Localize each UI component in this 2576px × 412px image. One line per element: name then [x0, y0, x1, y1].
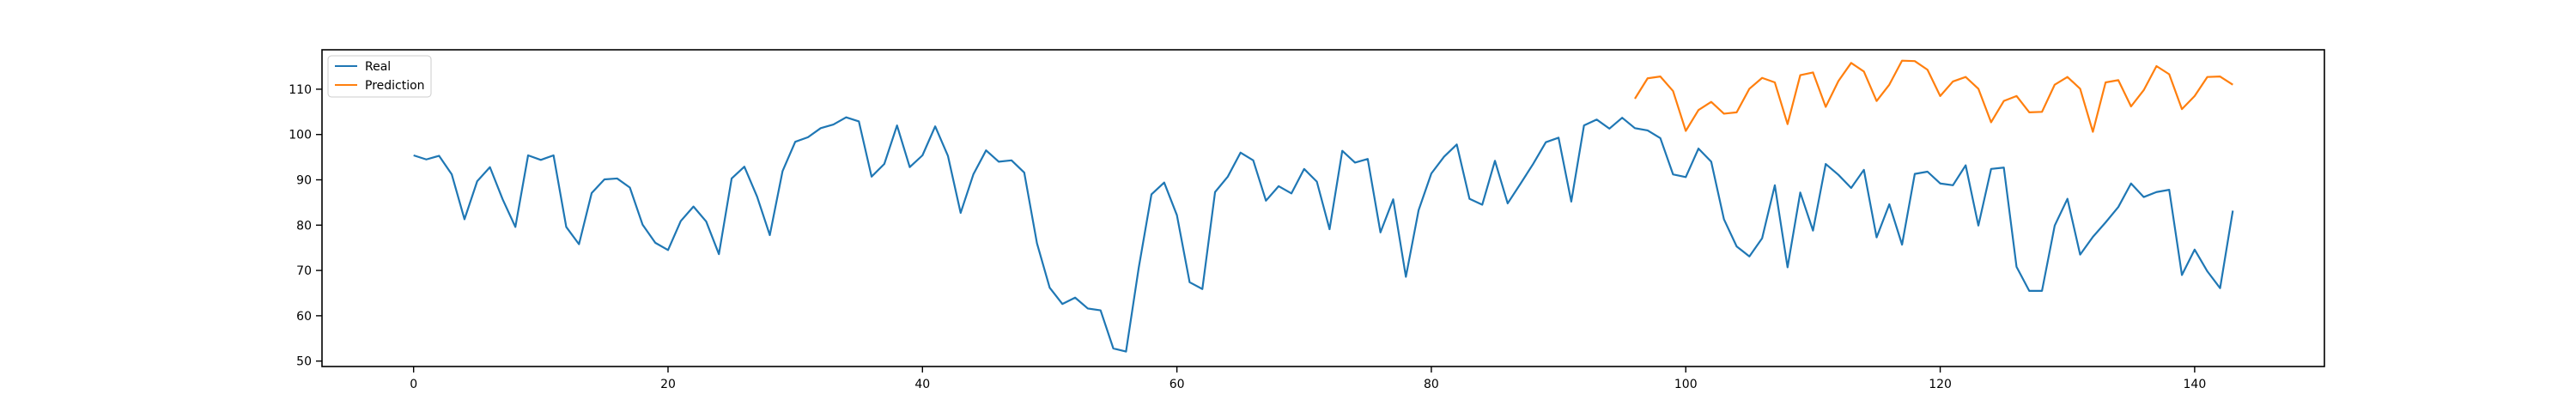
y-tick-label: 90 [296, 174, 312, 188]
y-tick-label: 100 [289, 129, 312, 142]
y-tick-label: 60 [296, 310, 312, 324]
x-tick-label: 100 [1674, 378, 1698, 391]
y-tick-label: 50 [296, 355, 312, 369]
x-axis-ticks: 0 20 40 60 80 100 120 140 [410, 367, 2206, 391]
x-tick-label: 120 [1929, 378, 1952, 391]
series-line-real [413, 116, 2234, 353]
y-tick-label: 70 [296, 264, 312, 278]
y-tick-label: 80 [296, 219, 312, 233]
plot-frame [321, 49, 2325, 367]
x-tick-label: 40 [914, 378, 930, 391]
legend: Real Prediction [327, 55, 432, 98]
series-layer [413, 59, 2234, 353]
legend-label-prediction: Prediction [365, 79, 425, 93]
x-tick-label: 0 [410, 378, 417, 391]
x-tick-label: 20 [660, 378, 676, 391]
y-axis-ticks: 50 60 70 80 90 100 110 [289, 83, 322, 369]
x-tick-label: 60 [1170, 378, 1185, 391]
series-line-prediction [1634, 59, 2233, 133]
x-tick-label: 80 [1424, 378, 1439, 391]
x-tick-label: 140 [2184, 378, 2207, 391]
y-tick-label: 110 [289, 83, 312, 97]
legend-label-real: Real [365, 60, 391, 74]
